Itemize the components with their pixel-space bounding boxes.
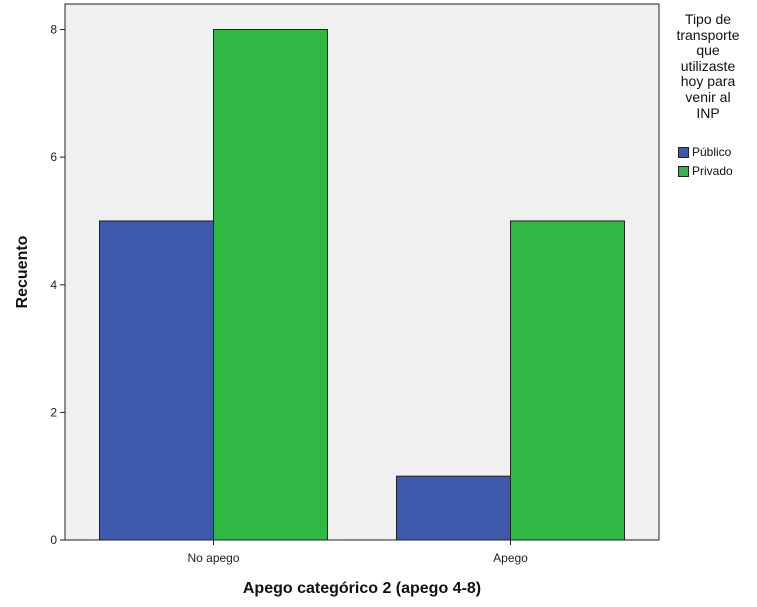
y-tick-label: 8 <box>50 23 57 37</box>
y-tick-label: 0 <box>50 533 57 547</box>
legend-swatch-privado <box>678 165 689 177</box>
bar-apego-publico <box>396 475 511 541</box>
legend-label-publico: Público <box>692 145 732 159</box>
legend-item-publico: Público <box>678 145 731 159</box>
y-gridlines: 0 2 4 6 8 <box>50 23 65 547</box>
legend-swatch-publico <box>678 146 689 158</box>
y-tick-label: 4 <box>50 278 57 292</box>
x-axis: No apego Apego <box>187 540 528 565</box>
legend-label-privado: Privado <box>692 164 733 178</box>
legend-title: Tipo de transporte que utilizaste hoy pa… <box>676 11 740 121</box>
x-tick-label: No apego <box>187 551 239 565</box>
bar-no-apego-privado <box>213 29 328 541</box>
y-axis-title: Recuento <box>14 235 31 308</box>
y-tick-label: 6 <box>50 150 57 164</box>
x-axis-title: Apego categórico 2 (apego 4-8) <box>243 580 481 597</box>
bar-apego-privado <box>510 220 625 541</box>
x-tick-label: Apego <box>493 551 528 565</box>
bar-no-apego-publico <box>99 220 214 541</box>
y-tick-label: 2 <box>50 405 57 419</box>
bars <box>99 29 625 541</box>
legend-item-privado: Privado <box>678 164 733 178</box>
